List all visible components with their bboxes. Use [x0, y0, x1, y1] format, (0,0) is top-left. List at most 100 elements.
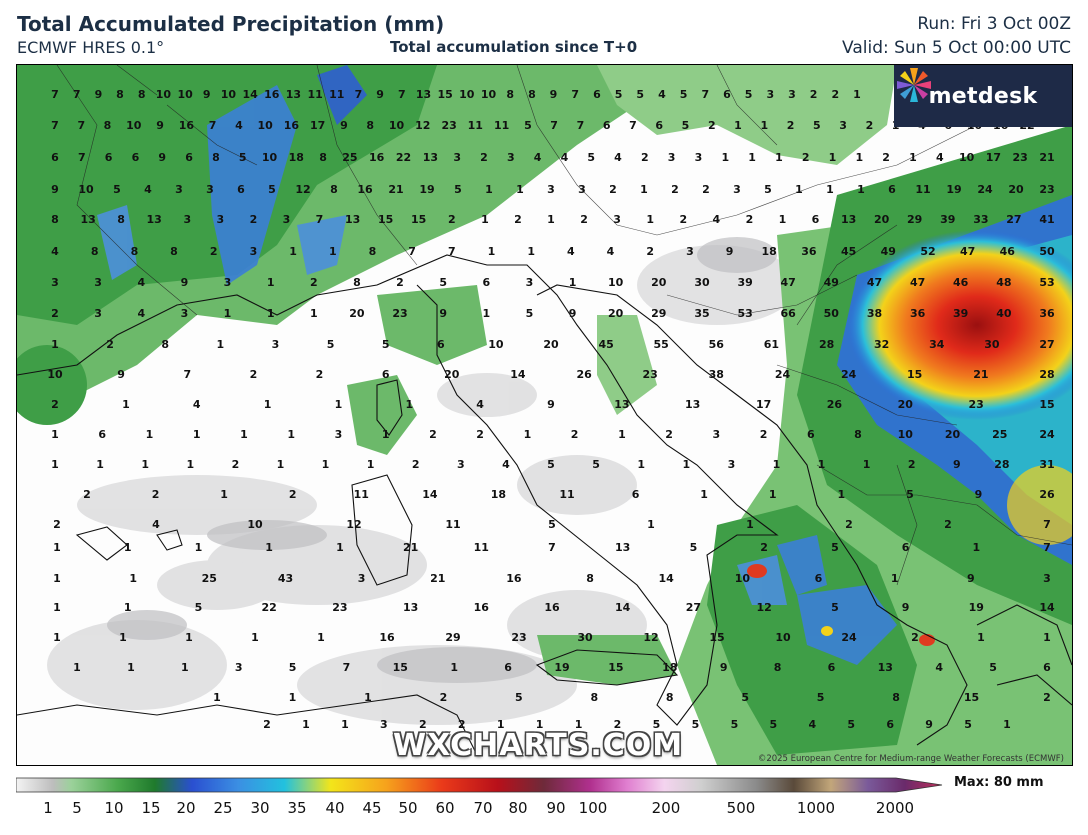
precip-value: 9	[203, 88, 211, 101]
precip-value: 20	[444, 368, 460, 381]
precip-value: 5	[113, 183, 121, 196]
precip-value: 5	[692, 718, 700, 731]
precip-value: 2	[944, 518, 952, 531]
precip-value: 22	[261, 601, 276, 614]
colorbar-tick-label: 100	[578, 799, 608, 817]
precip-value: 10	[47, 368, 63, 381]
precip-value: 7	[51, 119, 59, 132]
precip-value: 4	[144, 183, 152, 196]
precip-value: 1	[122, 398, 130, 411]
precip-value: 5	[817, 691, 825, 704]
colorbar-tick-label: 80	[508, 799, 528, 817]
precip-value: 15	[378, 213, 393, 226]
country-borders	[56, 65, 1072, 586]
precip-value: 20	[651, 276, 667, 289]
precip-value: 17	[756, 398, 771, 411]
precip-value: 16	[264, 88, 280, 101]
precip-value: 1	[124, 541, 132, 554]
precip-value: 1	[488, 245, 496, 258]
precip-value: 49	[824, 276, 839, 289]
precip-value: 20	[349, 307, 365, 320]
precip-value: 3	[181, 307, 189, 320]
precip-value: 1	[646, 213, 654, 226]
precip-value: 1	[124, 601, 132, 614]
precip-value: 3	[250, 245, 258, 258]
precip-value: 3	[613, 213, 621, 226]
precip-value: 3	[216, 213, 224, 226]
precip-value: 7	[577, 119, 585, 132]
precip-value: 28	[994, 458, 1009, 471]
precip-value: 1	[336, 541, 344, 554]
colorbar-tick-label: 25	[213, 799, 233, 817]
precip-value: 1	[485, 183, 493, 196]
precip-value: 7	[355, 88, 363, 101]
precip-value: 46	[1000, 245, 1016, 258]
precip-value: 6	[828, 661, 836, 674]
logo-text: metdesk	[928, 83, 1038, 109]
precip-value: 7	[51, 88, 59, 101]
precip-value: 32	[874, 338, 889, 351]
precip-value: 14	[242, 88, 258, 101]
precip-value: 16	[544, 601, 560, 614]
precip-value: 3	[547, 183, 555, 196]
precip-value: 29	[445, 631, 460, 644]
precip-value: 24	[1039, 428, 1055, 441]
precip-value: 5	[615, 88, 623, 101]
precip-value: 4	[476, 398, 484, 411]
precip-value: 23	[1013, 151, 1028, 164]
precip-value: 30	[984, 338, 1000, 351]
precip-value: 17	[986, 151, 1001, 164]
precip-value: 18	[762, 245, 777, 258]
precip-value: 27	[1006, 213, 1021, 226]
precip-value: 1	[73, 661, 81, 674]
precip-value: 7	[550, 119, 558, 132]
precip-value: 6	[888, 183, 896, 196]
precip-value: 24	[977, 183, 993, 196]
precip-value: 1	[450, 661, 458, 674]
precip-value: 1	[547, 213, 555, 226]
precip-value: 8	[212, 151, 220, 164]
colorbar-tick-label: 1000	[796, 799, 836, 817]
precip-value: 4	[152, 518, 160, 531]
precip-value: 6	[437, 338, 445, 351]
precip-value: 7	[73, 88, 81, 101]
copyright-notice: ©2025 European Centre for Medium-range W…	[757, 754, 1064, 764]
precip-value: 1	[891, 572, 899, 585]
precip-value: 8	[319, 151, 327, 164]
precip-value: 14	[422, 488, 438, 501]
precip-value: 35	[694, 307, 709, 320]
precip-value: 6	[603, 119, 611, 132]
precip-value: 47	[960, 245, 975, 258]
precip-value: 3	[686, 245, 694, 258]
precip-value: 21	[1039, 151, 1054, 164]
precip-value: 2	[760, 541, 768, 554]
heavy-rain-core	[847, 230, 1072, 420]
precip-value: 1	[96, 458, 104, 471]
precip-value: 1	[181, 661, 189, 674]
precip-value: 5	[547, 458, 555, 471]
precip-value: 26	[576, 368, 592, 381]
precip-value: 13	[147, 213, 162, 226]
colorbar-tick-label: 1	[43, 799, 53, 817]
precip-value: 10	[262, 151, 278, 164]
precip-value: 6	[382, 368, 390, 381]
precip-value: 4	[235, 119, 243, 132]
precip-value: 6	[482, 276, 490, 289]
precip-value: 9	[726, 245, 734, 258]
precip-value: 1	[647, 518, 655, 531]
precip-value: 34	[929, 338, 945, 351]
precip-value: 7	[77, 119, 85, 132]
precip-value: 1	[682, 458, 690, 471]
precip-value: 11	[559, 488, 574, 501]
precip-value: 20	[608, 307, 624, 320]
precip-value: 47	[910, 276, 925, 289]
precip-value: 3	[457, 458, 465, 471]
precip-value: 1	[367, 458, 375, 471]
precip-value: 5	[764, 183, 772, 196]
precip-value: 1	[863, 458, 871, 471]
precip-value: 26	[1039, 488, 1055, 501]
precip-value: 18	[491, 488, 506, 501]
precip-value: 1	[1043, 631, 1051, 644]
precip-value: 5	[439, 276, 447, 289]
precip-value: 5	[636, 88, 644, 101]
